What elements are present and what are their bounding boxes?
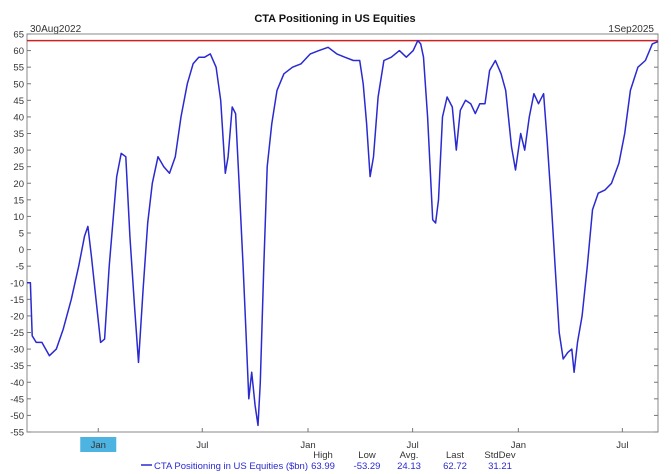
y-tick-label: -30 bbox=[10, 345, 24, 356]
y-axis: 65605550454035302520151050-5-10-15-20-25… bbox=[10, 30, 658, 439]
x-axis: Jan Jul Jan Jul Jan Jul bbox=[80, 428, 628, 452]
stat-value: 31.21 bbox=[488, 461, 512, 472]
x-tick-label: Jan bbox=[91, 440, 106, 451]
x-tick-label: Jul bbox=[196, 440, 208, 451]
y-tick-label: -45 bbox=[10, 394, 24, 405]
x-tick-highlight bbox=[80, 437, 117, 452]
stat-header: Last bbox=[446, 450, 464, 461]
legend-label: CTA Positioning in US Equities ($bn) bbox=[154, 461, 308, 472]
legend: CTA Positioning in US Equities ($bn) bbox=[141, 461, 308, 472]
y-tick-label: 0 bbox=[19, 245, 24, 256]
series-line bbox=[27, 39, 659, 427]
y-tick-label: 35 bbox=[13, 129, 24, 140]
x-tick-label: Jan bbox=[300, 440, 315, 451]
y-tick-label: 15 bbox=[13, 195, 24, 206]
end-date-label: 1Sep2025 bbox=[608, 24, 654, 35]
stat-value: 24.13 bbox=[397, 461, 421, 472]
stats-table: High Low Avg. Last StdDev 63.99 -53.29 24.13 62… bbox=[311, 450, 516, 472]
x-tick-label: Jul bbox=[407, 440, 419, 451]
y-tick-label: 45 bbox=[13, 96, 24, 107]
stat-header: StdDev bbox=[484, 450, 515, 461]
y-tick-label: 40 bbox=[13, 112, 24, 123]
chart-title: CTA Positioning in US Equities bbox=[254, 13, 415, 25]
y-tick-label: -35 bbox=[10, 361, 24, 372]
y-tick-label: -40 bbox=[10, 378, 24, 389]
y-tick-label: 20 bbox=[13, 179, 24, 190]
y-tick-label: 10 bbox=[13, 212, 24, 223]
y-tick-label: 30 bbox=[13, 146, 24, 157]
stat-value: 62.72 bbox=[443, 461, 467, 472]
series-group bbox=[27, 39, 659, 427]
x-tick-label: Jul bbox=[616, 440, 628, 451]
stat-value: -53.29 bbox=[354, 461, 381, 472]
x-tick-label: Jan bbox=[511, 440, 526, 451]
y-tick-label: -10 bbox=[10, 278, 24, 289]
y-tick-label: -55 bbox=[10, 428, 24, 439]
stat-header: Avg. bbox=[400, 450, 419, 461]
y-tick-label: -25 bbox=[10, 328, 24, 339]
y-tick-label: -5 bbox=[16, 262, 24, 273]
y-tick-label: -50 bbox=[10, 411, 24, 422]
y-tick-label: 50 bbox=[13, 79, 24, 90]
stat-header: Low bbox=[358, 450, 376, 461]
start-date-label: 30Aug2022 bbox=[30, 24, 82, 35]
stat-value: 63.99 bbox=[311, 461, 335, 472]
y-tick-label: 5 bbox=[19, 229, 24, 240]
y-tick-label: 60 bbox=[13, 46, 24, 57]
y-tick-label: 55 bbox=[13, 63, 24, 74]
plot-area bbox=[26, 33, 659, 433]
stat-header: High bbox=[313, 450, 333, 461]
y-tick-label: 25 bbox=[13, 162, 24, 173]
y-tick-label: -20 bbox=[10, 311, 24, 322]
y-tick-label: -15 bbox=[10, 295, 24, 306]
y-tick-label: 65 bbox=[13, 30, 24, 41]
plot-frame bbox=[26, 33, 659, 433]
